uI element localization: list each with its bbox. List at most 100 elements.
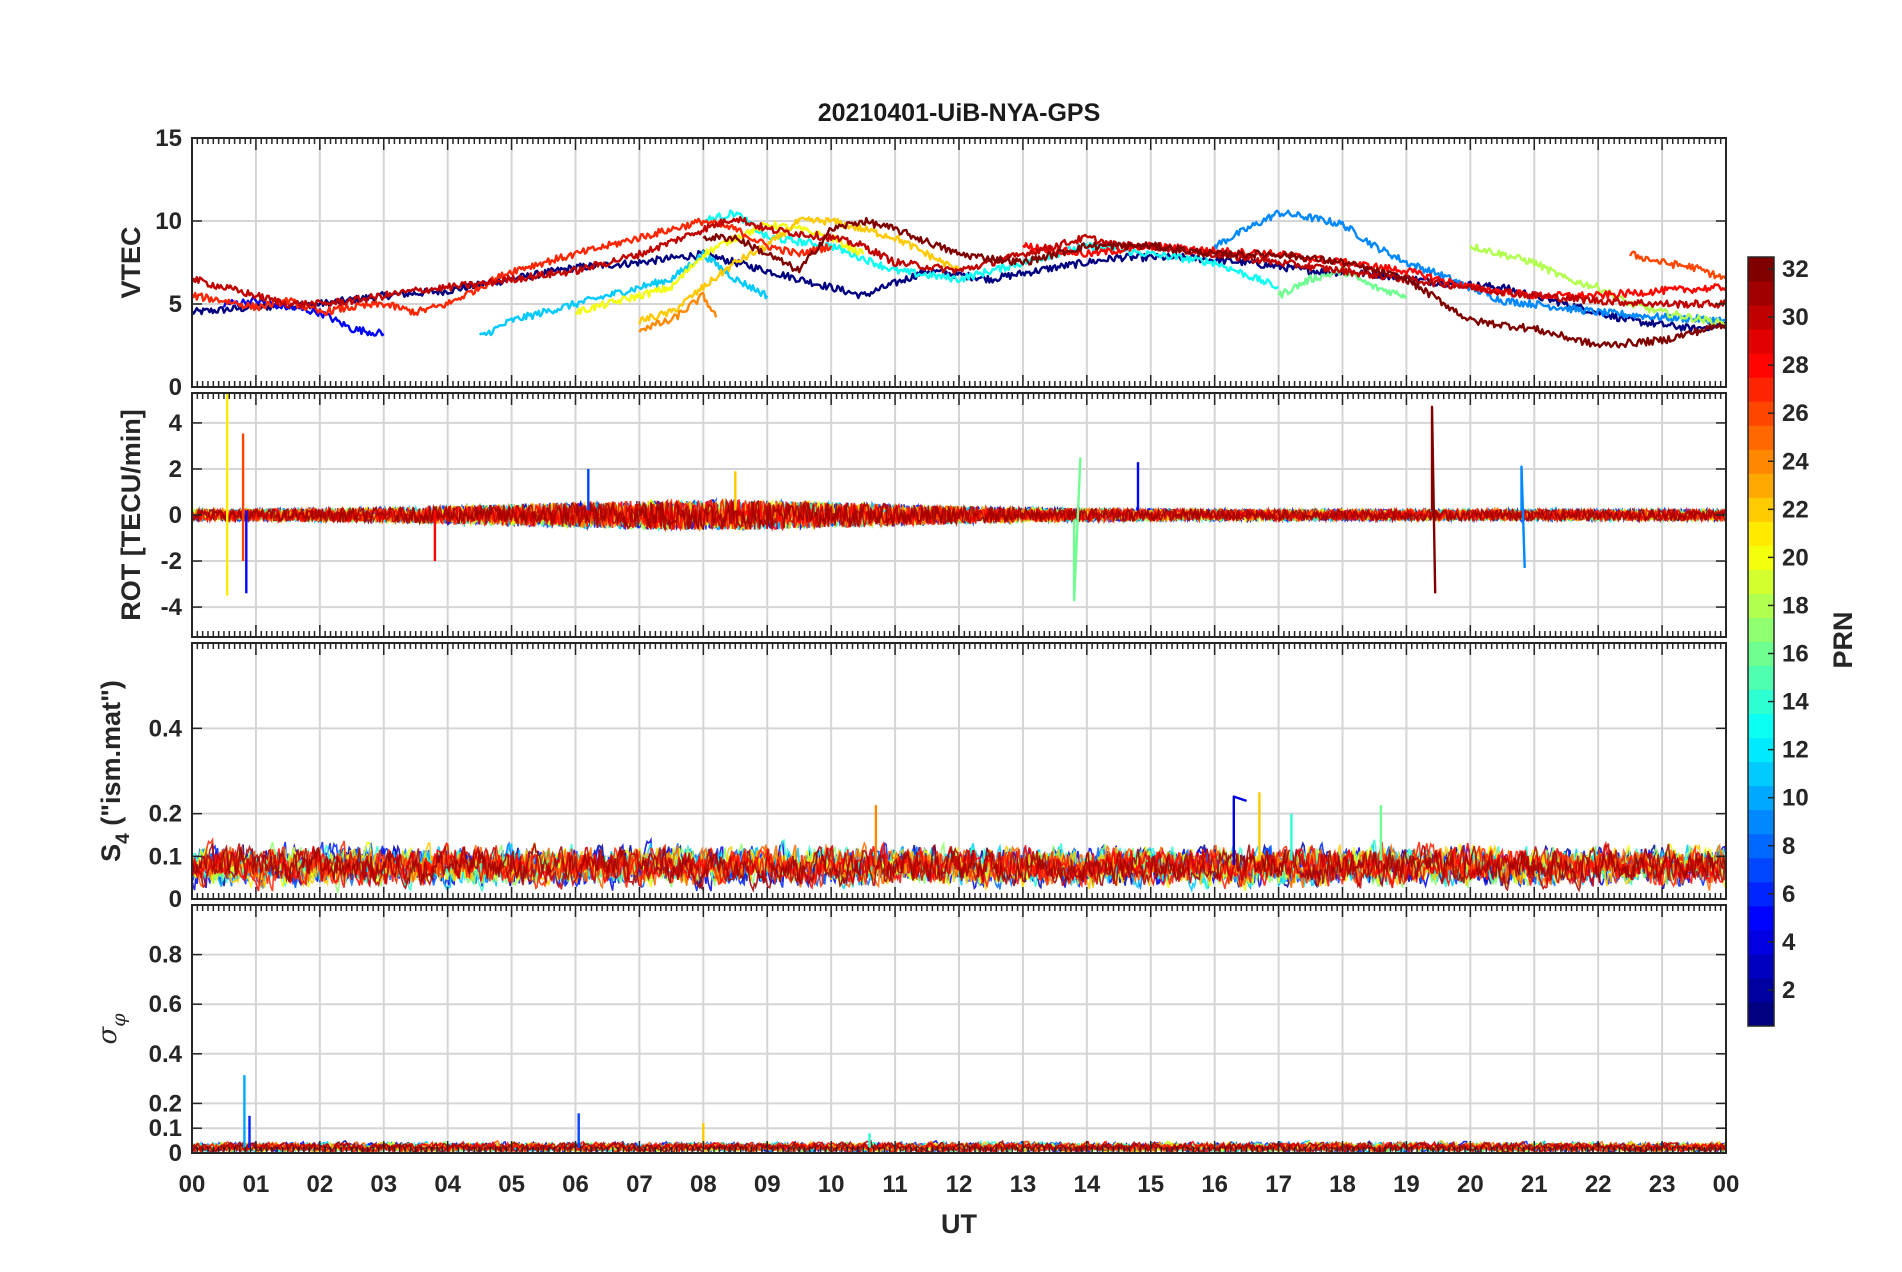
figure-title: 20210401-UiB-NYA-GPS [818,99,1101,127]
x-tick-label: 06 [562,1171,589,1198]
x-tick-label: 08 [690,1171,717,1198]
plot-area [192,792,1726,895]
colorbar-segment [1748,569,1774,594]
x-tick-label: 05 [498,1171,525,1198]
colorbar-segment [1748,857,1774,883]
x-tick-label: 13 [1010,1171,1037,1198]
y-tick-label: -4 [161,594,183,621]
colorbar-tick-label: 4 [1782,929,1796,956]
colorbar-segment [1748,281,1774,306]
x-tick-label: 07 [626,1171,653,1198]
panel-s4: 0 0.1 0.2 0.4 S4 ("ism.mat") [96,642,1727,913]
colorbar-tick-label: 22 [1782,496,1809,523]
x-tick-label: 20 [1457,1171,1484,1198]
colorbar-frame [1747,256,1775,1027]
x-tick-label: 21 [1521,1171,1548,1198]
series-prn-13 [702,209,1279,290]
colorbar-segment [1748,425,1774,450]
colorbar-segment [1748,521,1774,546]
series-prn-1 [192,249,1726,333]
y-axis-label: S4 ("ism.mat") [96,680,134,862]
x-tick-label: 12 [946,1171,973,1198]
y-tick-label: 0.1 [149,1115,182,1142]
colorbar-segment [1748,809,1774,835]
grid [192,138,1726,387]
colorbar-tick-label: 14 [1782,689,1809,716]
y-tick-label: -2 [161,548,182,575]
colorbar-tick-label: 30 [1782,304,1809,331]
y-tick-label: 0.2 [149,1090,182,1117]
colorbar-segment [1748,905,1774,931]
x-tick-label: 16 [1201,1171,1228,1198]
x-tick-label: 15 [1137,1171,1164,1198]
y-tick-label: 2 [169,456,182,483]
y-tick-label: 0.6 [149,991,182,1018]
colorbar-tick-label: 28 [1782,352,1809,379]
x-tick-label: 19 [1393,1171,1420,1198]
colorbar-tick-label: 10 [1782,785,1809,812]
plot-area [192,209,1726,349]
series-prn-26 [1629,250,1726,281]
series-prn-24 [638,291,718,333]
colorbar-segment [1748,713,1774,739]
x-tick-label: 04 [434,1171,461,1198]
y-tick-label: 5 [169,291,182,318]
colorbar-tick-label: 26 [1782,400,1809,427]
series-prn-16 [1072,457,1082,602]
y-tick-label: 0.8 [149,942,182,969]
x-tick-label: 00 [1713,1171,1740,1198]
series-prn-22 [638,216,961,325]
y-tick-label: 0.4 [149,715,183,742]
colorbar-segment [1748,473,1774,498]
x-tick-label: 00 [179,1171,206,1198]
tick-marks [191,905,1727,1154]
x-axis-label: UT [941,1209,977,1239]
x-tick-label: 03 [370,1171,397,1198]
colorbar-segment [1748,665,1774,691]
colorbar-tick-label: 8 [1782,833,1795,860]
colorbar-tick-label: 20 [1782,544,1809,571]
colorbar-tick-label: 12 [1782,737,1809,764]
x-tick-label: 22 [1585,1171,1612,1198]
colorbar-tick-label: 32 [1782,256,1809,283]
y-tick-label: 4 [169,410,183,437]
y-tick-label: 0 [169,1140,182,1167]
colorbar-segment [1748,953,1774,979]
series-prn-18 [1469,243,1726,328]
colorbar-tick-label: 2 [1782,977,1795,1004]
panel-vtec: 0 5 10 15 VTEC [116,125,1727,401]
plot-area [192,393,1726,602]
colorbar-tick-label: 24 [1782,448,1809,475]
panel-sigma-phi: 00.10.2 0.4 0.6 0.8 σφ [93,904,1727,1167]
x-tick-label: 02 [306,1171,333,1198]
x-tick-label: 18 [1329,1171,1356,1198]
x-axis: 00 01 02 03 04 05 06 07 08 09 10 11 12 13 14 15 16 17 18 19… [179,1171,1740,1198]
series-prn-5 [222,296,385,337]
colorbar-segment [1748,377,1774,402]
x-tick-label: 23 [1649,1171,1676,1198]
x-tick-label: 01 [243,1171,270,1198]
noise-trace-prn-31 [192,499,1726,530]
y-axis-label: σφ [93,1013,130,1045]
y-axis-label: ROT [TECU/min] [116,409,146,620]
colorbar-tick-label: 6 [1782,881,1795,908]
y-axis-label: VTEC [116,226,146,298]
series-prn-9 [1520,465,1526,568]
series-prn-27 [192,217,833,317]
x-tick-label: 09 [754,1171,781,1198]
series-prn-20 [575,220,865,315]
panel-rot: -4 -2 0 2 4 ROT [TECU/min] [116,392,1727,638]
colorbar-tick-label: 18 [1782,592,1809,619]
x-tick-label: 10 [818,1171,845,1198]
tick-marks [191,393,1727,637]
series-prn-11 [478,250,769,337]
y-tick-label: 0 [169,374,182,401]
y-tick-label: 0.2 [149,801,182,828]
colorbar-segment [1748,1001,1774,1027]
colorbar-tick-label: 16 [1782,641,1809,668]
series-prn-32 [702,216,1726,349]
y-tick-label: 0 [169,886,182,913]
